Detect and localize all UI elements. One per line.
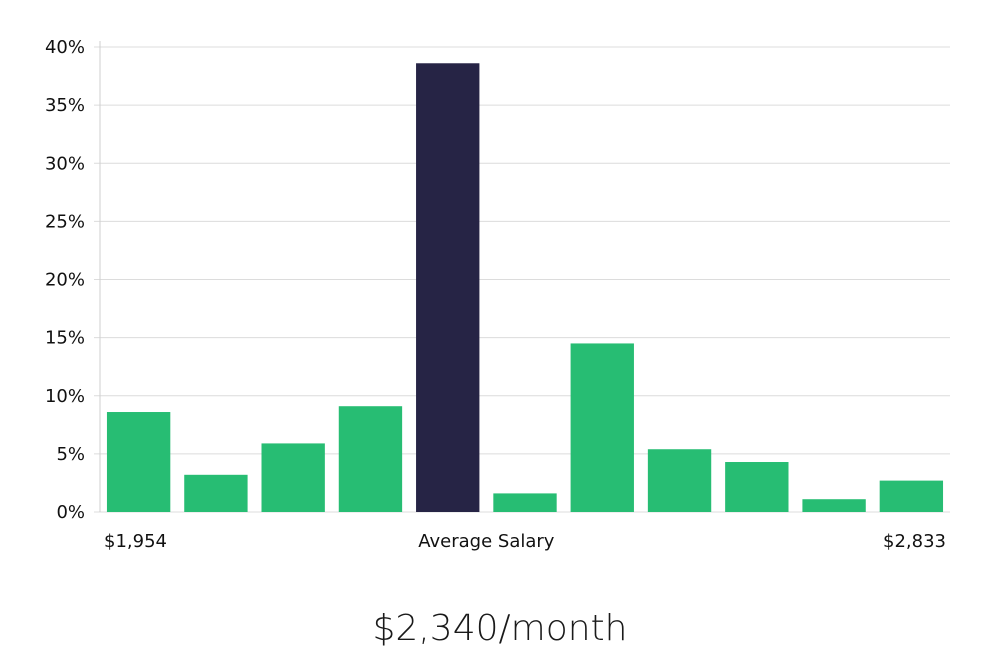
y-tick-label: 5% <box>56 444 85 465</box>
y-tick-label: 25% <box>45 211 85 232</box>
bar <box>802 499 866 512</box>
bar <box>725 462 789 512</box>
bar <box>570 343 634 512</box>
y-tick-label: 40% <box>45 37 85 58</box>
bar <box>647 449 712 512</box>
y-tick-label: 30% <box>45 153 85 174</box>
grid-lines <box>94 46 950 513</box>
y-tick-label: 20% <box>45 270 85 291</box>
y-axis-ticks: 0% 5% 10% 15% 20% 25% 30% 35% 40% <box>45 37 85 523</box>
x-label-min: $1,954 <box>104 531 167 552</box>
y-tick-label: 15% <box>45 328 85 349</box>
bar <box>879 480 944 512</box>
y-tick-label: 0% <box>56 502 85 523</box>
x-label-average: Average Salary <box>418 531 555 552</box>
y-tick-label: 10% <box>45 386 85 407</box>
salary-distribution-chart: 0% 5% 10% 15% 20% 25% 30% 35% 40% $1,954 Average… <box>45 37 950 552</box>
bar <box>106 412 171 512</box>
x-label-max: $2,833 <box>883 531 946 552</box>
bar-average-highlight <box>416 63 480 513</box>
y-tick-label: 35% <box>45 95 85 116</box>
bar <box>338 406 403 512</box>
bars <box>106 63 944 513</box>
bar <box>184 474 248 512</box>
bar <box>261 443 325 512</box>
average-salary-headline: $2,340/month <box>372 608 628 649</box>
bar <box>493 493 557 512</box>
